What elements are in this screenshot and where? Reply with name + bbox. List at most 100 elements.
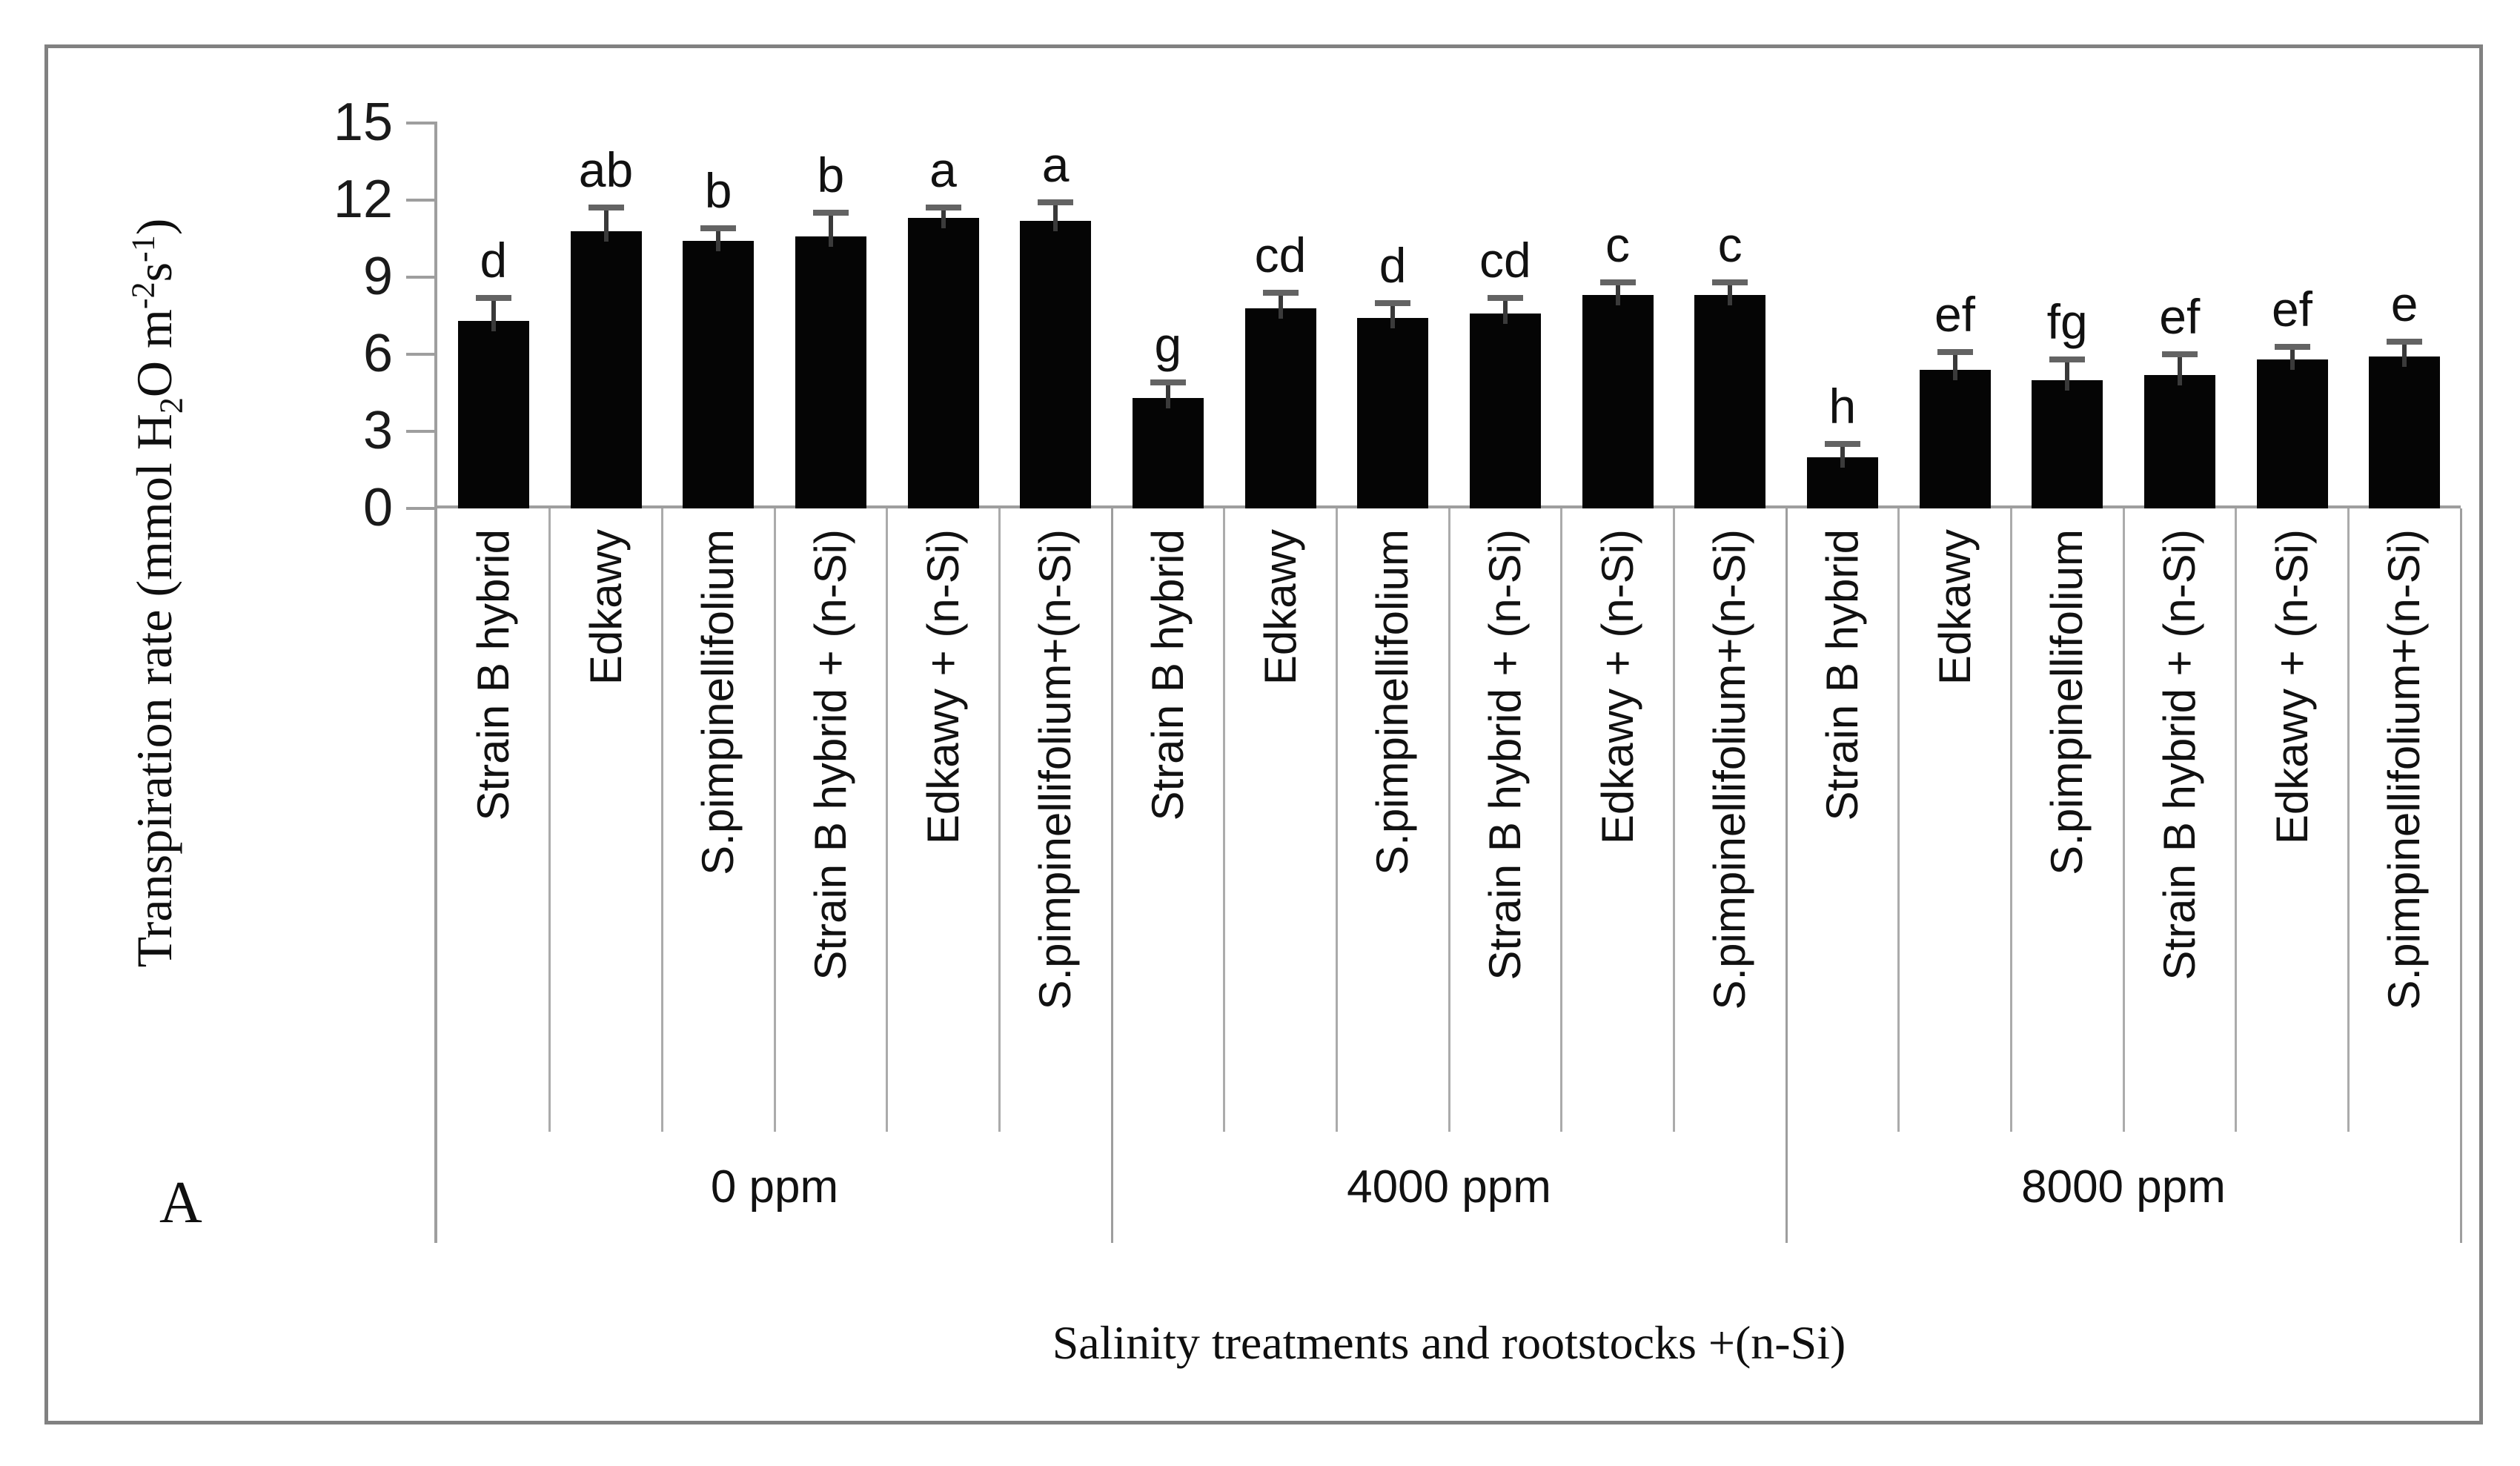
cell-separator (1335, 508, 1338, 1132)
category-label: S.pimpinellifolium (662, 508, 775, 1132)
bar (1694, 295, 1766, 508)
significance-letter: ef (1934, 286, 1976, 342)
category-label: Strain B hybrid + (n-Si) (2123, 508, 2236, 1132)
category-label: Strain B hybrid (1112, 508, 1224, 1132)
category-label: S.pimpinellifolium (2011, 508, 2123, 1132)
category-label-text: Strain B hybrid (468, 529, 518, 821)
error-bar-stem (1502, 297, 1508, 324)
category-label-text: Strain B hybrid + (n-Si) (806, 529, 855, 981)
error-bar-stem (603, 208, 609, 242)
category-label-text: S.pimpinellifolium (2042, 529, 2092, 875)
error-bar-cap (2387, 338, 2423, 345)
panel-label: A (159, 1170, 202, 1236)
category-label: S.pimpinellifolium+(n-Si) (2348, 508, 2461, 1132)
bar (2256, 359, 2328, 508)
significance-letter: cd (1479, 232, 1531, 288)
category-label: Strain B hybrid + (n-Si) (775, 508, 887, 1132)
error-bar-stem (2065, 359, 2070, 391)
category-label: S.pimpinellifolium+(n-Si) (999, 508, 1112, 1132)
bar (1244, 308, 1316, 508)
cell-separator (1448, 508, 1450, 1132)
error-bar-stem (941, 208, 946, 229)
error-bar-cap (925, 205, 961, 211)
bar (683, 241, 755, 508)
y-tick-mark (406, 199, 437, 202)
category-label: S.pimpinellifolium (1336, 508, 1449, 1132)
cell-separator (998, 508, 1001, 1132)
significance-letter: g (1154, 317, 1182, 373)
bar (1919, 369, 1991, 508)
error-bar-cap (1150, 379, 1186, 386)
cell-separator (2235, 508, 2238, 1132)
category-label-text: S.pimpinellifolium (1367, 529, 1418, 875)
significance-letter: ab (578, 142, 634, 198)
cell-separator (773, 508, 776, 1132)
error-bar-cap (1824, 441, 1860, 448)
error-bar-stem (2402, 341, 2407, 368)
y-axis-line (434, 123, 437, 1243)
bar (2032, 379, 2103, 508)
category-label: Edkawy (1899, 508, 2012, 1132)
category-label: Edkawy (1224, 508, 1337, 1132)
error-bar-cap (588, 205, 624, 211)
category-label-text: Strain B hybrid + (n-Si) (1480, 529, 1530, 981)
cell-separator (2347, 508, 2350, 1132)
category-label-text: S.pimpinellifolium+(n-Si) (1030, 529, 1081, 1010)
error-bar-stem (1952, 351, 1957, 380)
significance-letter: c (1717, 216, 1743, 272)
cell-separator (1560, 508, 1563, 1132)
error-bar-cap (2049, 356, 2086, 362)
bar (907, 218, 979, 508)
error-bar-cap (1375, 299, 1411, 306)
category-label-text: Edkawy + (n-Si) (2267, 529, 2317, 845)
bar (1582, 295, 1654, 508)
category-label: Strain B hybrid + (n-Si) (1449, 508, 1562, 1132)
category-label: Edkawy + (n-Si) (887, 508, 1000, 1132)
error-bar-stem (491, 297, 496, 331)
error-bar-cap (475, 294, 511, 301)
y-axis-title-superscript: -1 (125, 235, 162, 262)
significance-letter: b (817, 147, 845, 203)
significance-letter: cd (1254, 227, 1307, 282)
group-separator (2459, 508, 2462, 1243)
bar (1020, 220, 1092, 508)
error-bar-stem (1390, 302, 1396, 329)
cell-separator (1223, 508, 1226, 1132)
significance-letter: ef (2159, 289, 2201, 344)
y-tick-label: 3 (362, 401, 393, 460)
bar (1469, 313, 1541, 508)
category-label: Strain B hybrid (437, 508, 550, 1132)
error-bar-stem (1278, 292, 1283, 319)
category-label-text: Edkawy + (n-Si) (918, 529, 968, 845)
error-bar-cap (1712, 279, 1748, 285)
significance-letter: b (704, 163, 732, 219)
significance-letter: h (1828, 379, 1857, 434)
error-bar-stem (1615, 282, 1620, 306)
error-bar-stem (828, 213, 833, 247)
error-bar-cap (2274, 343, 2310, 350)
error-bar-stem (1728, 282, 1733, 306)
error-bar-stem (1165, 382, 1170, 408)
significance-letter: e (2390, 276, 2418, 331)
group-label: 8000 ppm (2021, 1161, 2226, 1213)
category-label-text: S.pimpinellifolium+(n-Si) (1705, 529, 1755, 1010)
category-label-text: Strain B hybrid (1143, 529, 1193, 821)
y-tick-mark (406, 122, 437, 125)
error-bar-cap (1262, 289, 1299, 296)
error-bar-stem (716, 228, 721, 252)
significance-letter: d (480, 232, 508, 288)
group-separator (1110, 508, 1113, 1243)
y-axis-title-text: Transpiration rate (mmol H (126, 414, 183, 968)
significance-letter: a (929, 142, 957, 198)
error-bar-stem (2289, 346, 2295, 370)
cell-separator (2122, 508, 2125, 1132)
bar (2143, 374, 2215, 508)
x-axis-title: Salinity treatments and rootstocks +(n-S… (1052, 1316, 1846, 1369)
y-tick-label: 12 (333, 170, 393, 229)
error-bar-cap (1038, 199, 1074, 206)
error-bar-stem (2177, 354, 2182, 385)
category-label: Edkawy + (n-Si) (2236, 508, 2349, 1132)
y-tick-label: 9 (362, 247, 393, 306)
category-label-text: Strain B hybrid (1817, 529, 1867, 821)
bar (2369, 356, 2441, 508)
